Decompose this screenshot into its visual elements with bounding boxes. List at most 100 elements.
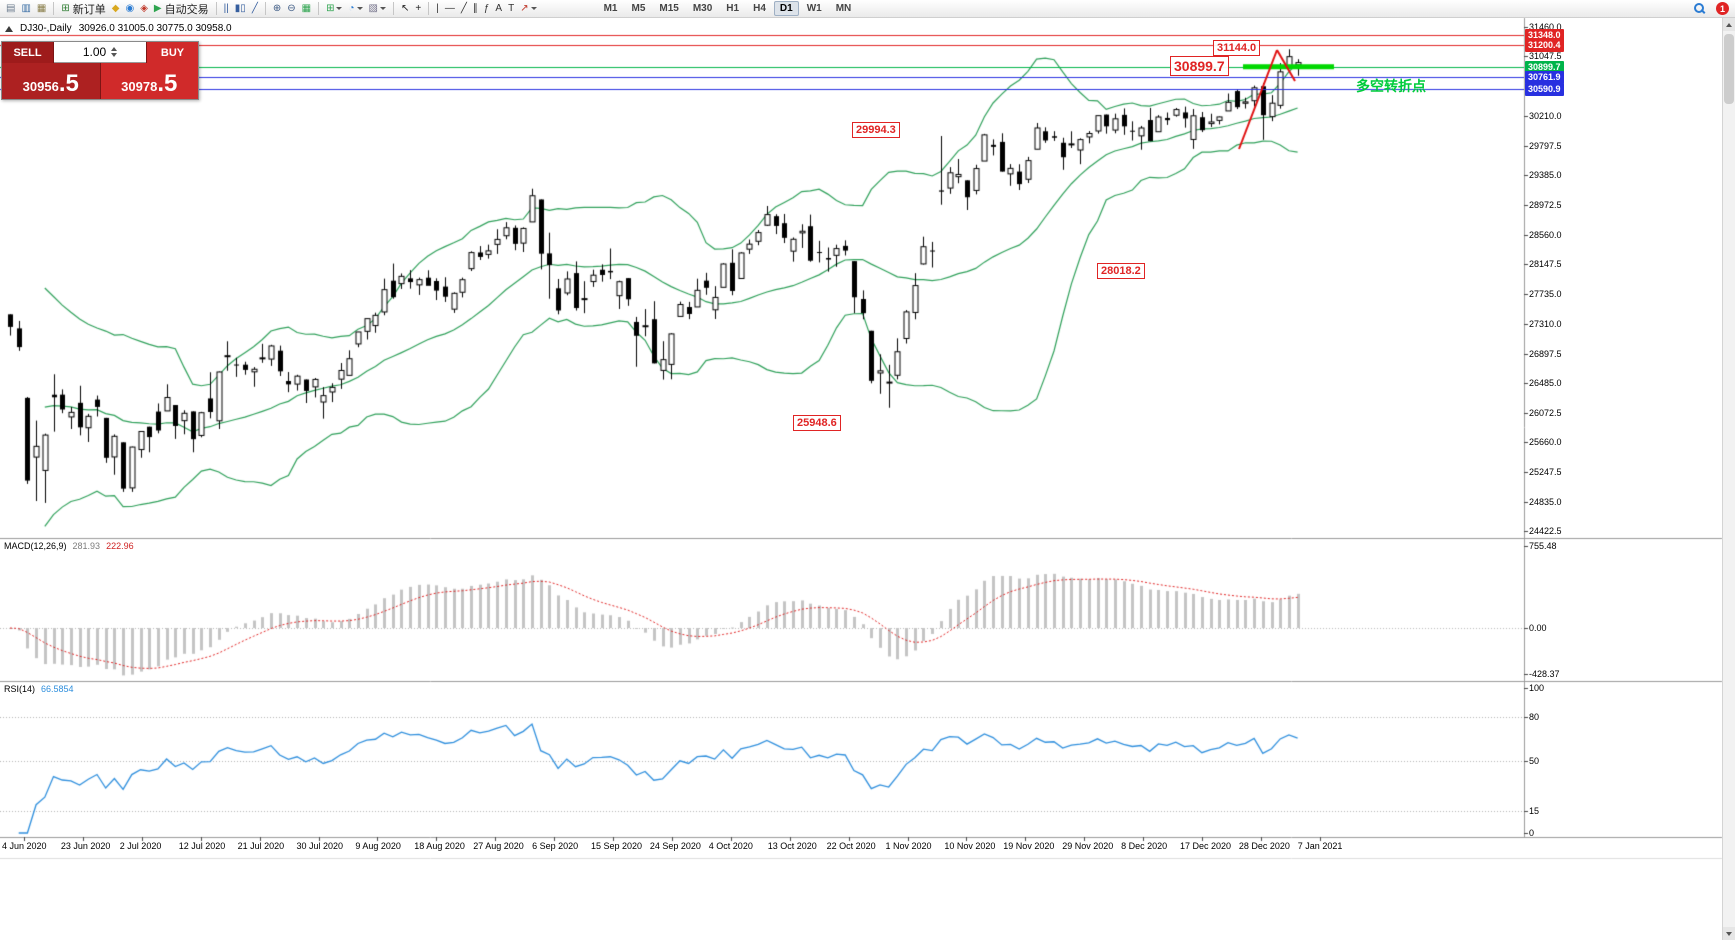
label-button[interactable]: T [505, 1, 517, 17]
volume-input[interactable]: 1.00 [54, 42, 146, 63]
sell-price-main: 30956 [22, 79, 59, 94]
date-label: 4 Oct 2020 [708, 841, 753, 851]
arrows-icon: ↗ [520, 2, 529, 14]
notification-badge[interactable]: 1 [1716, 2, 1729, 15]
timeframe-m1-button[interactable]: M1 [603, 3, 618, 14]
scroll-down-button[interactable] [1723, 927, 1735, 940]
date-label: 2 Jul 2020 [119, 841, 162, 851]
price-scale-label: 28972.5 [1529, 199, 1562, 210]
timeframe-w1-button[interactable]: W1 [806, 3, 822, 14]
price-marker-label: 30590.9 [1525, 82, 1564, 96]
community-button[interactable]: ◉ [122, 1, 137, 17]
turning-point-label[interactable]: 多空转折点 [1356, 78, 1426, 94]
timeframe-m15-button[interactable]: M15 [659, 3, 679, 14]
timeframe-m30-button[interactable]: M30 [692, 3, 713, 14]
market-button[interactable]: ◈ [137, 1, 151, 17]
rsi-scale-label: 50 [1529, 755, 1540, 766]
sell-price-display[interactable]: 30956.5 [2, 63, 100, 99]
new-chart-icon: ▥ [21, 2, 31, 14]
price-scale-label: 31460.0 [1529, 21, 1562, 32]
tile-windows-icon: ▦ [301, 2, 312, 14]
price-scale-label: 25660.0 [1529, 437, 1562, 448]
tile-windows-button[interactable]: ▦ [299, 1, 314, 17]
fibonacci-button[interactable]: ƒ [481, 1, 493, 17]
price-scale-label: 29797.5 [1529, 140, 1562, 151]
cursor-button[interactable]: ↖ [398, 1, 412, 17]
sell-button[interactable]: SELL [2, 42, 54, 63]
window-button[interactable]: ▤ [3, 1, 18, 17]
channel-button[interactable]: ∥ [470, 1, 481, 17]
timeframe-h4-button[interactable]: H4 [753, 3, 766, 14]
channel-icon: ∥ [472, 2, 478, 14]
profiles-button[interactable]: ▦ [34, 1, 49, 17]
price-scale-label: 29385.0 [1529, 170, 1562, 181]
volume-up-icon[interactable] [111, 47, 118, 51]
trendline-button[interactable]: ╱ [458, 1, 470, 17]
price-scale-label: 27310.0 [1529, 319, 1562, 330]
indicators-icon: ⊞ [326, 2, 335, 14]
dropdown-caret-icon [530, 7, 537, 10]
annotation-price-label[interactable]: 31144.0 [1213, 40, 1261, 57]
rsi-scale-label: 80 [1529, 712, 1540, 722]
date-label: 28 Dec 2020 [1238, 841, 1290, 851]
periods-button[interactable]: ◔ [345, 1, 365, 17]
annotation-price-label[interactable]: 30899.7 [1170, 56, 1229, 77]
date-label: 1 Nov 2020 [885, 841, 932, 851]
toolbar-separator [318, 2, 320, 15]
timeframe-h1-button[interactable]: H1 [726, 3, 740, 14]
arrows-button[interactable]: ↗ [517, 1, 539, 17]
date-label: 10 Nov 2020 [944, 841, 996, 851]
bar-chart-button[interactable]: || [221, 1, 232, 17]
line-chart-icon: ╱ [251, 2, 258, 14]
date-label: 7 Jan 2021 [1297, 841, 1343, 851]
toolbar-separator [53, 2, 55, 15]
buy-price-display[interactable]: 30978.5 [99, 63, 198, 99]
periods-icon: ◔ [348, 2, 355, 14]
annotation-price-label[interactable]: 28018.2 [1097, 263, 1145, 280]
volume-down-icon[interactable] [111, 53, 118, 57]
macd-scale-label: 755.48 [1529, 541, 1557, 552]
zoom-in-icon: ⊕ [272, 2, 282, 14]
zoom-out-button[interactable]: ⊖ [284, 1, 298, 17]
one-click-panel-toggle-icon[interactable] [5, 25, 13, 32]
price-marker-label: 30899.7 [1525, 60, 1564, 74]
dropdown-caret-icon [356, 7, 363, 10]
vertical-line-icon: | [436, 2, 439, 14]
macd-signal-value: 222.96 [106, 541, 134, 551]
scrollbar-thumb[interactable] [1724, 34, 1734, 104]
line-chart-button[interactable]: ╱ [249, 1, 261, 17]
timeframe-mn-button[interactable]: MN [835, 3, 852, 14]
horizontal-line-button[interactable]: — [442, 1, 458, 17]
timeframe-m5-button[interactable]: M5 [631, 3, 646, 14]
annotation-price-label[interactable]: 25948.6 [793, 415, 841, 432]
new-order-button[interactable]: ⊞ 新订单 [58, 1, 108, 17]
timeframe-d1-button[interactable]: D1 [773, 1, 799, 16]
zoom-in-button[interactable]: ⊕ [270, 1, 284, 17]
indicators-button[interactable]: ⊞ [323, 1, 345, 17]
market-icon: ◈ [140, 2, 148, 14]
price-scale-label: 26072.5 [1529, 407, 1562, 418]
new-chart-button[interactable]: ▥ [18, 1, 33, 17]
vertical-scrollbar[interactable] [1722, 18, 1735, 940]
symbol-period-label: DJ30-,Daily [20, 23, 72, 34]
new-order-label: 新订单 [72, 3, 106, 16]
text-button[interactable]: A [492, 1, 505, 17]
date-label: 30 Jul 2020 [296, 841, 344, 851]
one-click-trading-panel: SELL 1.00 BUY 30956.5 30978.5 [1, 41, 199, 100]
crosshair-button[interactable]: + [412, 1, 424, 17]
vertical-line-button[interactable]: | [433, 1, 442, 17]
search-button[interactable] [1690, 1, 1709, 17]
date-label: 13 Oct 2020 [767, 841, 817, 851]
toolbar-separator [392, 2, 394, 15]
metaeditor-button[interactable]: ◆ [109, 1, 123, 17]
buy-button[interactable]: BUY [146, 42, 198, 63]
autotrading-button[interactable]: ▶ 自动交易 [151, 1, 212, 17]
autotrading-icon: ▶ [153, 2, 162, 14]
annotation-price-label[interactable]: 29994.3 [852, 122, 900, 139]
candlestick-chart-button[interactable]: ▮▯ [232, 1, 249, 17]
candlestick-chart-icon: ▮▯ [234, 2, 246, 14]
scroll-up-button[interactable] [1723, 18, 1735, 31]
templates-button[interactable]: ▧ [366, 1, 389, 17]
price-marker-label: 30761.9 [1525, 70, 1564, 84]
